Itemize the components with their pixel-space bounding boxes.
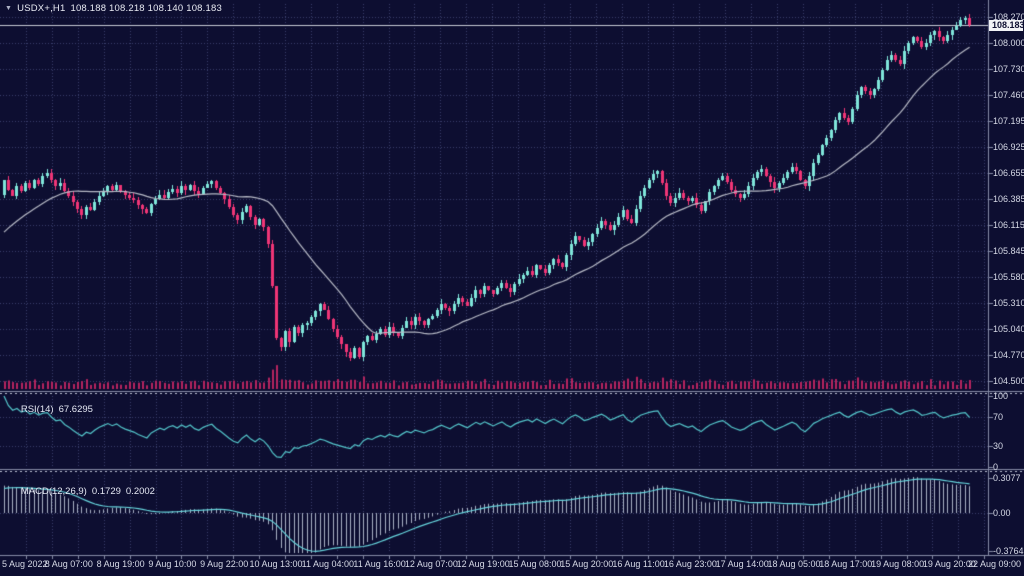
chart-canvas[interactable] (0, 0, 1024, 576)
chart-window: ▼ USDX+,H1 108.188 108.218 108.140 108.1… (0, 0, 1024, 576)
